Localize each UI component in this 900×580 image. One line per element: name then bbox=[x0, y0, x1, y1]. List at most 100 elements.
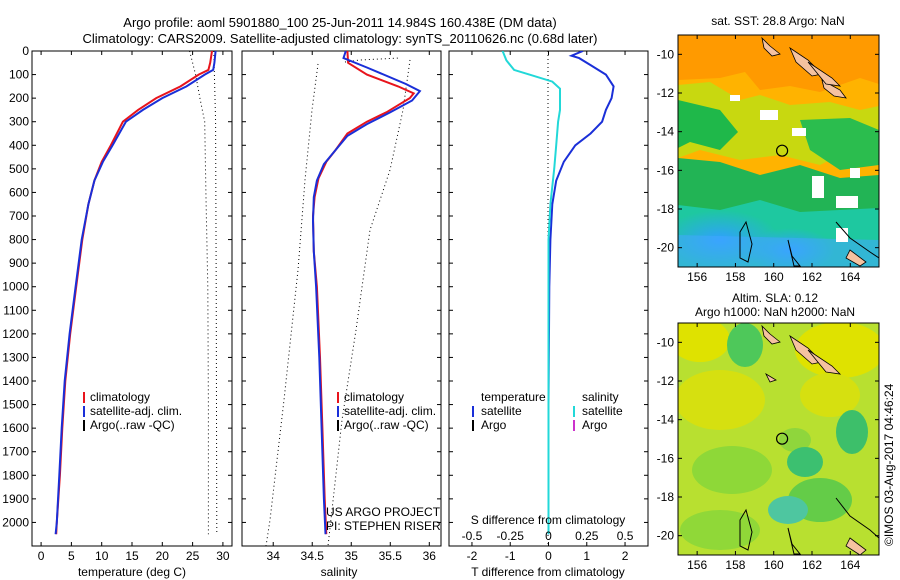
legend-climatology-swatch bbox=[83, 392, 85, 403]
legend-satellite-swatch bbox=[337, 406, 339, 417]
depth-tick-label: 1900 bbox=[2, 492, 29, 506]
temperature-x-label: temperature (deg C) bbox=[78, 565, 186, 579]
depth-tick-label: 2000 bbox=[2, 515, 29, 529]
argo-location-marker bbox=[775, 432, 789, 445]
temperature-difference-line bbox=[547, 51, 615, 535]
temperature-lines bbox=[54, 51, 218, 535]
map-x-tick-label: 156 bbox=[687, 270, 707, 284]
sla-field bbox=[678, 323, 879, 555]
x-tick-label: 10 bbox=[95, 549, 109, 563]
salinity-axis-ticks: 34 34.5 35 35.5 36 bbox=[242, 50, 441, 563]
s-difference-tick-label: 0.5 bbox=[617, 529, 634, 543]
sla-map: Altim. SLA: 0.12 Argo h1000: NaN h2000: … bbox=[657, 291, 880, 572]
sla-map-axis-ticks: 156 158 160 162 164 -10 -12 -14 -16 -18 -20 bbox=[657, 323, 879, 572]
temperature-envelope-upper bbox=[213, 51, 218, 535]
map-x-tick-label: 164 bbox=[840, 270, 860, 284]
map-y-tick-label: -18 bbox=[657, 202, 675, 216]
legend-sal-argo-swatch bbox=[573, 420, 575, 431]
legend-sal-satellite-swatch bbox=[573, 406, 575, 417]
map-y-tick-label: -16 bbox=[657, 451, 675, 465]
imos-credit: ©IMOS 03-Aug-2017 04:46:24 bbox=[882, 383, 896, 546]
legend-temp-satellite-swatch bbox=[472, 406, 474, 417]
x-tick-label: 35 bbox=[345, 549, 359, 563]
x-tick-label: 34.5 bbox=[301, 549, 325, 563]
map-x-tick-label: 164 bbox=[840, 558, 860, 572]
x-tick-label: -1 bbox=[505, 549, 516, 563]
difference-panel: -2 -1 0 1 2 temperature salinity satellite A… bbox=[448, 50, 649, 579]
depth-tick-label: 500 bbox=[9, 162, 29, 176]
sla-map-frame bbox=[677, 322, 880, 556]
map-y-tick-label: -16 bbox=[657, 163, 675, 177]
legend-argo-swatch bbox=[83, 420, 85, 431]
salinity-x-label: salinity bbox=[321, 565, 358, 579]
depth-tick-label: 1600 bbox=[2, 421, 29, 435]
salinity-difference-line bbox=[501, 51, 561, 535]
depth-tick-label: 1800 bbox=[2, 468, 29, 482]
map-x-tick-label: 156 bbox=[687, 558, 707, 572]
project-annotation-line1: US ARGO PROJECT bbox=[326, 505, 441, 519]
x-tick-label: 0 bbox=[38, 549, 45, 563]
x-tick-label: 36 bbox=[423, 549, 437, 563]
temperature-axis-ticks: 0 5 10 15 20 25 30 bbox=[38, 51, 230, 563]
figure-title-line2: Climatology: CARS2009. Satellite-adjuste… bbox=[83, 31, 598, 46]
temperature-envelope-lower bbox=[189, 51, 209, 535]
x-tick-label: 5 bbox=[68, 549, 75, 563]
difference-legend: temperature salinity satellite Argo sate… bbox=[472, 390, 623, 432]
salinity-envelope-right bbox=[327, 59, 411, 546]
depth-tick-label: 900 bbox=[9, 256, 29, 270]
salinity-climatology-line bbox=[311, 51, 416, 535]
depth-tick-label: 1100 bbox=[3, 303, 29, 317]
project-annotation-line2: PI: STEPHEN RISER bbox=[326, 519, 441, 533]
map-x-tick-label: 160 bbox=[764, 270, 784, 284]
legend-argo-swatch bbox=[337, 420, 339, 431]
difference-lines bbox=[501, 51, 615, 535]
sla-map-title-line2: Argo h1000: NaN h2000: NaN bbox=[695, 305, 855, 319]
x-tick-label: 2 bbox=[622, 549, 629, 563]
s-difference-tick-label: -0.25 bbox=[497, 529, 525, 543]
legend-temperature-title: temperature bbox=[481, 390, 546, 404]
x-tick-label: 15 bbox=[125, 549, 139, 563]
depth-tick-label: 200 bbox=[9, 91, 29, 105]
legend-temp-argo-swatch bbox=[472, 420, 474, 431]
legend-climatology-label: climatology bbox=[344, 390, 404, 404]
map-x-tick-label: 158 bbox=[725, 558, 745, 572]
sla-map-title-line1: Altim. SLA: 0.12 bbox=[732, 291, 818, 305]
salinity-panel: 34 34.5 35 35.5 36 climatology satellite-adj… bbox=[241, 50, 442, 579]
temperature-satellite-line bbox=[54, 51, 217, 535]
salinity-difference-ticks: -0.5 -0.25 0 0.25 0.5 bbox=[462, 529, 634, 543]
x-tick-label: -2 bbox=[467, 549, 478, 563]
map-y-tick-label: -10 bbox=[657, 47, 675, 61]
legend-satellite-swatch bbox=[83, 406, 85, 417]
depth-tick-label: 1400 bbox=[2, 374, 29, 388]
map-y-tick-label: -14 bbox=[657, 125, 675, 139]
legend-salinity-title: salinity bbox=[582, 390, 619, 404]
sst-map-axis-ticks: 156 158 160 162 164 -10 -12 -14 -16 -18 -20 bbox=[657, 35, 879, 284]
x-tick-label: 35.5 bbox=[379, 549, 403, 563]
salinity-difference-label: S difference from climatology bbox=[471, 513, 626, 527]
legend-sal-argo-label: Argo bbox=[582, 418, 608, 432]
map-y-tick-label: -10 bbox=[657, 335, 675, 349]
difference-axis-ticks: -2 -1 0 1 2 bbox=[449, 50, 648, 563]
legend-satellite-label: satellite-adj. clim. bbox=[344, 404, 436, 418]
map-x-tick-label: 160 bbox=[764, 558, 784, 572]
sst-field bbox=[678, 35, 879, 267]
map-y-tick-label: -20 bbox=[657, 529, 675, 543]
map-y-tick-label: -18 bbox=[657, 490, 675, 504]
argo-location-marker bbox=[775, 144, 789, 157]
s-difference-tick-label: 0 bbox=[545, 529, 552, 543]
salinity-legend: climatology satellite-adj. clim. Argo(..… bbox=[337, 390, 436, 432]
legend-argo-label: Argo(..raw -QC) bbox=[344, 418, 429, 432]
map-x-tick-label: 162 bbox=[802, 270, 822, 284]
x-tick-label: 30 bbox=[216, 549, 230, 563]
depth-tick-label: 0 bbox=[22, 44, 29, 58]
x-tick-label: 20 bbox=[156, 549, 170, 563]
depth-axis-ticks: 0 100 200 300 400 500 600 700 800 900 1000 1100 1200… bbox=[2, 44, 232, 529]
map-y-tick-label: -20 bbox=[657, 241, 675, 255]
temperature-climatology-line bbox=[55, 51, 213, 535]
salinity-panel-frame bbox=[241, 50, 442, 547]
legend-climatology-swatch bbox=[337, 392, 339, 403]
x-tick-label: 0 bbox=[545, 549, 552, 563]
depth-tick-label: 1200 bbox=[2, 327, 29, 341]
s-difference-tick-label: 0.25 bbox=[575, 529, 599, 543]
